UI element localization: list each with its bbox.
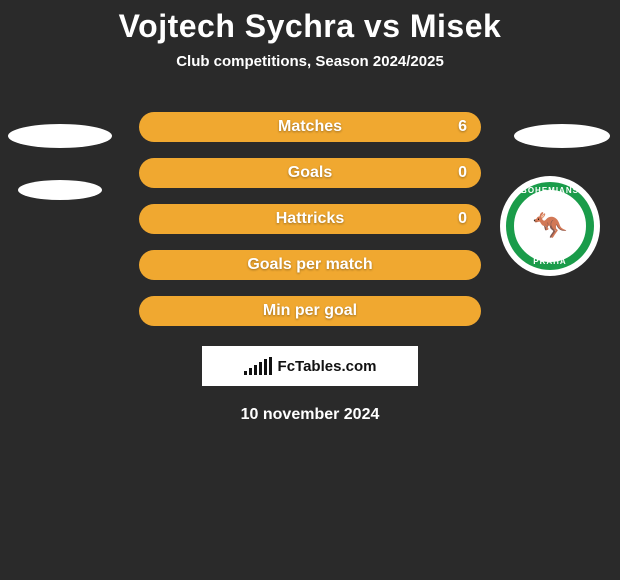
bar-icon-column (259, 362, 262, 375)
kangaroo-icon: 🦘 (533, 212, 568, 240)
bar-icon-column (249, 368, 252, 375)
bars-icon (244, 357, 272, 375)
stat-label: Hattricks (276, 210, 344, 228)
bar-icon-column (244, 371, 247, 375)
stat-row-matches: Matches 6 (139, 112, 481, 142)
fctables-label: FcTables.com (278, 358, 377, 375)
date-label: 10 november 2024 (0, 406, 620, 424)
stat-row-min-per-goal: Min per goal (139, 296, 481, 326)
right-player-placeholder (514, 124, 610, 148)
bar-icon-column (269, 357, 272, 375)
stat-row-hattricks: Hattricks 0 (139, 204, 481, 234)
stat-label: Goals (288, 164, 332, 182)
bar-icon-column (264, 359, 267, 375)
stat-label: Matches (278, 118, 342, 136)
stat-value-right: 6 (458, 118, 467, 136)
placeholder-ellipse (8, 124, 112, 148)
subtitle: Club competitions, Season 2024/2025 (0, 53, 620, 70)
stat-value-right: 0 (458, 210, 467, 228)
stat-label: Goals per match (247, 256, 372, 274)
stat-value-right: 0 (458, 164, 467, 182)
stat-row-goals: Goals 0 (139, 158, 481, 188)
bar-icon-column (254, 365, 257, 375)
page-title: Vojtech Sychra vs Misek (0, 0, 620, 45)
stat-row-goals-per-match: Goals per match (139, 250, 481, 280)
stat-label: Min per goal (263, 302, 357, 320)
club-badge: BOHEMIANS 🦘 PRAHA (500, 176, 600, 276)
club-badge-top-text: BOHEMIANS (521, 186, 579, 195)
placeholder-ellipse (18, 180, 102, 200)
fctables-branding[interactable]: FcTables.com (202, 346, 418, 386)
left-player-placeholder (0, 124, 120, 200)
club-badge-bottom-text: PRAHA (533, 257, 566, 266)
club-badge-ring: BOHEMIANS 🦘 PRAHA (506, 182, 594, 270)
